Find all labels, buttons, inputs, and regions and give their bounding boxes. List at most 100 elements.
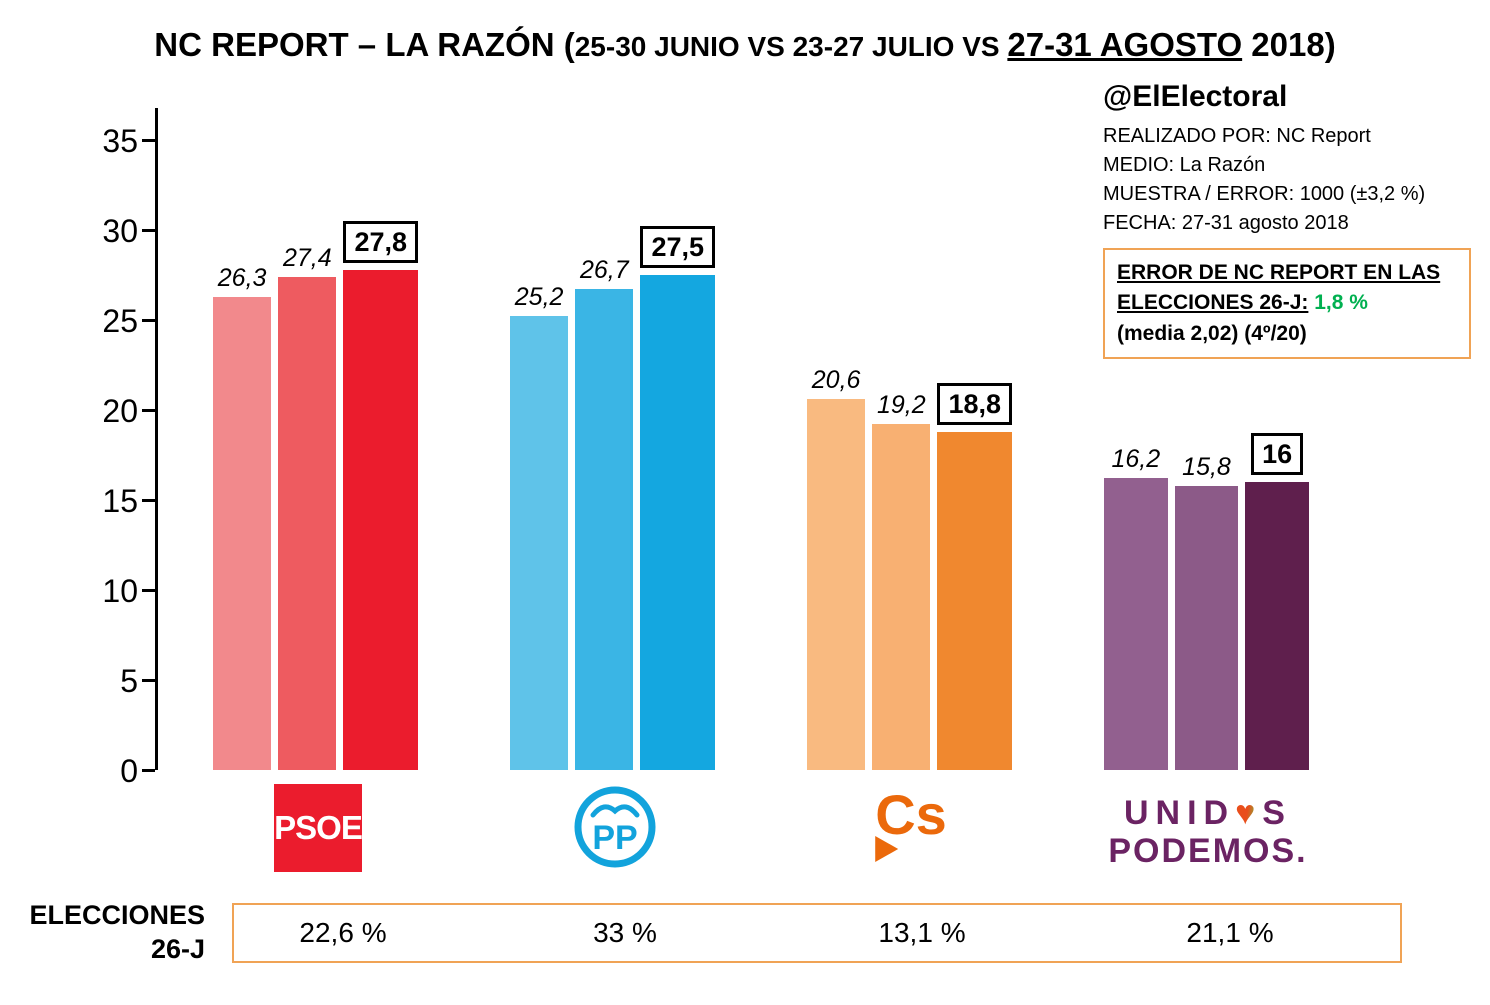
bar — [575, 289, 634, 770]
bar — [872, 424, 931, 770]
bar — [937, 431, 1012, 770]
bar-value-label-boxed: 18,8 — [937, 382, 1012, 425]
bar — [278, 276, 337, 770]
bar-column: 18,8 — [937, 140, 1012, 770]
y-tick-mark — [142, 768, 155, 772]
bar — [1174, 485, 1239, 770]
bar — [510, 316, 569, 770]
cs-logo-text: Cs — [875, 783, 947, 846]
up-logo-line2: PODEMOS. — [1108, 832, 1308, 870]
y-tick-label: 5 — [120, 663, 138, 699]
info-realizado-por: REALIZADO POR: NC Report — [1103, 125, 1371, 147]
up-text-unid: UNID — [1124, 794, 1236, 832]
bar-value-label: 16,2 — [1111, 445, 1161, 474]
bar-value-label: 25,2 — [514, 283, 564, 312]
psoe-logo: PSOE — [274, 784, 363, 872]
party-logos-row: PSOE PP Cs UNID♥S PODEMOS. — [0, 778, 1490, 888]
up-text-s: S — [1262, 794, 1292, 832]
title-date-ranges: 25-30 JUNIO VS 23-27 JULIO VS — [574, 31, 1008, 62]
bar-value-label: 19,2 — [876, 391, 926, 420]
y-tick-mark — [142, 318, 155, 322]
elections-26j-label: ELECCIONES 26-J — [20, 898, 205, 966]
bar-group-cs: 20,6 19,2 18,8 — [807, 140, 1012, 770]
bar-column: 27,8 — [343, 140, 418, 770]
y-tick-label: 30 — [102, 213, 138, 249]
y-tick-label: 25 — [102, 303, 138, 339]
bar-column: 25,2 — [510, 140, 569, 770]
bar-column: 15,8 — [1174, 140, 1239, 770]
plot-area: 26,3 27,4 27,8 25,2 26,7 27,5 20,6 19,2 18,8 16,2… — [158, 140, 1490, 770]
elections-label-line1: ELECCIONES — [29, 900, 205, 930]
bar-group-pp: 25,2 26,7 27,5 — [510, 140, 715, 770]
info-medio: MEDIO: La Razón — [1103, 154, 1266, 176]
up-logo-line1: UNID♥S — [1108, 794, 1307, 832]
elections-results-box: 22,6 % 33 % 13,1 % 21,1 % — [232, 903, 1402, 963]
bar-column: 20,6 — [807, 140, 866, 770]
y-tick-label: 0 — [120, 753, 138, 789]
bar-value-label-boxed: 27,5 — [640, 226, 715, 268]
pp-logo-icon: PP — [574, 786, 656, 868]
error-note-box: ERROR DE NC REPORT EN LAS ELECCIONES 26-… — [1103, 248, 1471, 360]
bar-group-psoe: 26,3 27,4 27,8 — [213, 140, 418, 770]
bar-column: 27,5 — [640, 140, 715, 770]
bar — [1104, 478, 1168, 770]
bar-value-label-boxed: 27,8 — [343, 220, 418, 263]
y-axis: 0 5 10 15 20 25 30 35 — [0, 123, 138, 789]
y-axis-line — [155, 108, 158, 770]
info-muestra-error: MUESTRA / ERROR: 1000 (±3,2 %) — [1103, 183, 1426, 205]
y-tick-mark — [142, 678, 155, 682]
bar-column: 26,3 — [213, 140, 272, 770]
bar-chart: 0 5 10 15 20 25 30 35 26,3 27,4 27,8 25,2 26,7 27,5 2… — [0, 108, 1490, 789]
bar-value-label: 26,7 — [579, 256, 629, 285]
pp-logo-text: PP — [592, 819, 637, 857]
bar-value-label: 15,8 — [1182, 452, 1231, 481]
bar-value-label: 26,3 — [217, 263, 267, 292]
info-fecha: FECHA: 27-31 agosto 2018 — [1103, 212, 1349, 234]
error-note-detail: (media 2,02) (4º/20) — [1117, 321, 1307, 345]
title-prefix: NC REPORT – LA RAZÓN ( — [154, 26, 575, 63]
info-panel: @ElElectoral REALIZADO POR: NC Report ME… — [1103, 80, 1483, 360]
chart-title: NC REPORT – LA RAZÓN (25-30 JUNIO VS 23-… — [0, 26, 1490, 64]
y-tick-label: 15 — [102, 483, 138, 519]
election-result-value: 21,1 % — [1186, 917, 1274, 948]
bar — [640, 275, 715, 770]
bar — [807, 399, 866, 770]
y-tick-mark — [142, 138, 155, 142]
y-tick-mark — [142, 228, 155, 232]
title-tail: 2018) — [1242, 26, 1336, 63]
title-current-wave: 27-31 AGOSTO — [1007, 26, 1243, 63]
elections-label-line2: 26-J — [150, 934, 205, 964]
y-tick-label: 35 — [102, 123, 138, 159]
psoe-logo-text: PSOE — [274, 809, 363, 846]
bar-column: 16,2 — [1104, 140, 1168, 770]
heart-icon: ♥ — [1235, 794, 1263, 832]
y-tick-mark — [142, 588, 155, 592]
bar-group-unidos-podemos: 16,2 15,8 16 — [1104, 140, 1310, 770]
bar — [1245, 482, 1310, 770]
bar — [213, 296, 272, 770]
bar-column: 26,7 — [575, 140, 634, 770]
bar-column: 27,4 — [278, 140, 337, 770]
y-tick-mark — [142, 408, 155, 412]
bar-value-label: 20,6 — [811, 366, 861, 395]
unidos-podemos-logo: UNID♥S PODEMOS. — [1108, 794, 1307, 870]
pp-logo: PP — [572, 782, 658, 873]
bar-value-label-boxed: 16 — [1251, 433, 1304, 475]
bar-value-label: 27,4 — [282, 243, 332, 272]
election-result-value: 33 % — [593, 917, 657, 948]
bar-column: 16 — [1245, 140, 1310, 770]
election-result-value: 22,6 % — [299, 917, 387, 948]
twitter-handle: @ElElectoral — [1103, 80, 1288, 113]
pp-gull-icon — [590, 804, 640, 818]
election-result-value: 13,1 % — [878, 917, 966, 948]
error-note-value: 1,8 % — [1314, 291, 1368, 315]
bar-column: 19,2 — [872, 140, 931, 770]
y-tick-label: 20 — [102, 393, 138, 429]
bar — [343, 269, 418, 770]
y-tick-label: 10 — [102, 573, 138, 609]
y-tick-mark — [142, 498, 155, 502]
ciudadanos-logo: Cs — [875, 783, 947, 862]
error-note-heading: ERROR DE NC REPORT EN LAS ELECCIONES 26-… — [1117, 261, 1441, 315]
cs-triangle-icon — [875, 836, 899, 862]
